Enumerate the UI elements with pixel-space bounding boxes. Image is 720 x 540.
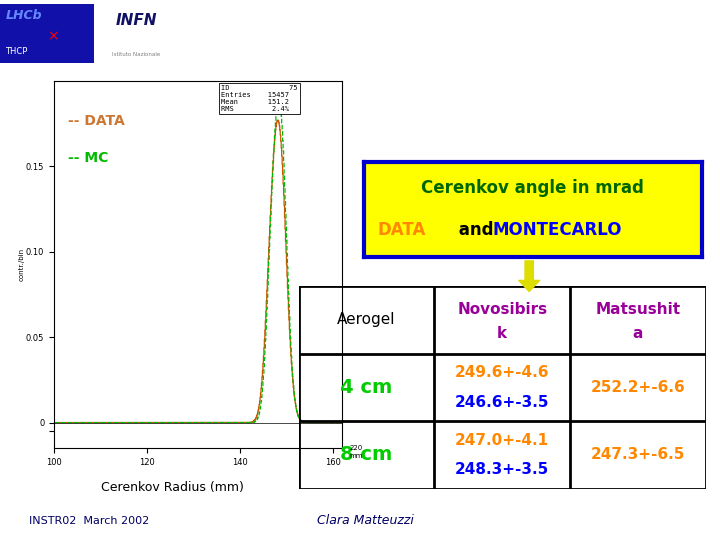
Bar (0, 3, 94, 63)
Text: Matsushit: Matsushit (595, 302, 680, 318)
Text: Aerogel: Aerogel (338, 313, 396, 327)
Text: 247.3+-6.5: 247.3+-6.5 (590, 448, 685, 462)
Text: k: k (497, 326, 508, 341)
Text: 220
mm: 220 mm (349, 446, 363, 458)
Text: Cerenkov angle in mrad: Cerenkov angle in mrad (421, 179, 644, 198)
Text: a: a (633, 326, 643, 341)
Text: Novosibirs: Novosibirs (457, 302, 547, 318)
Text: 248.3+-3.5: 248.3+-3.5 (455, 462, 549, 477)
Text: RESULTS  -  resoluti: RESULTS - resoluti (445, 106, 642, 124)
Text: AEROGEL  test beam: AEROGEL test beam (419, 33, 661, 53)
Text: 247.0+-4.1: 247.0+-4.1 (455, 433, 549, 448)
Text: 249.6+-4.6: 249.6+-4.6 (455, 365, 549, 380)
Text: -- MC: -- MC (68, 151, 109, 165)
Text: and: and (454, 221, 500, 239)
Text: INFN: INFN (115, 12, 157, 28)
Text: -- DATA: -- DATA (68, 114, 125, 128)
Text: THCP: THCP (6, 48, 28, 56)
Text: LHCb: LHCb (6, 9, 42, 22)
Text: Clara Matteuzzi: Clara Matteuzzi (317, 514, 414, 527)
Text: Istituto Nazionale: Istituto Nazionale (112, 52, 160, 57)
Text: 246.6+-3.5: 246.6+-3.5 (455, 395, 549, 410)
Text: 252.2+-6.6: 252.2+-6.6 (590, 380, 685, 395)
Text: INSTR02  March 2002: INSTR02 March 2002 (29, 516, 149, 526)
Text: DATA: DATA (377, 221, 426, 239)
Text: Cerenkov Radius (mm): Cerenkov Radius (mm) (101, 481, 243, 495)
Text: ID              75
Entries    15457
Mean       151.2
RMS         2.4%: ID 75 Entries 15457 Mean 151.2 RMS 2.4% (221, 85, 297, 112)
Text: ×: × (47, 29, 58, 43)
Text: MONTECARLO: MONTECARLO (492, 221, 621, 239)
Text: 8 cm: 8 cm (341, 446, 392, 464)
Text: 4 cm: 4 cm (341, 378, 392, 397)
Y-axis label: contr./bin: contr./bin (19, 248, 24, 281)
